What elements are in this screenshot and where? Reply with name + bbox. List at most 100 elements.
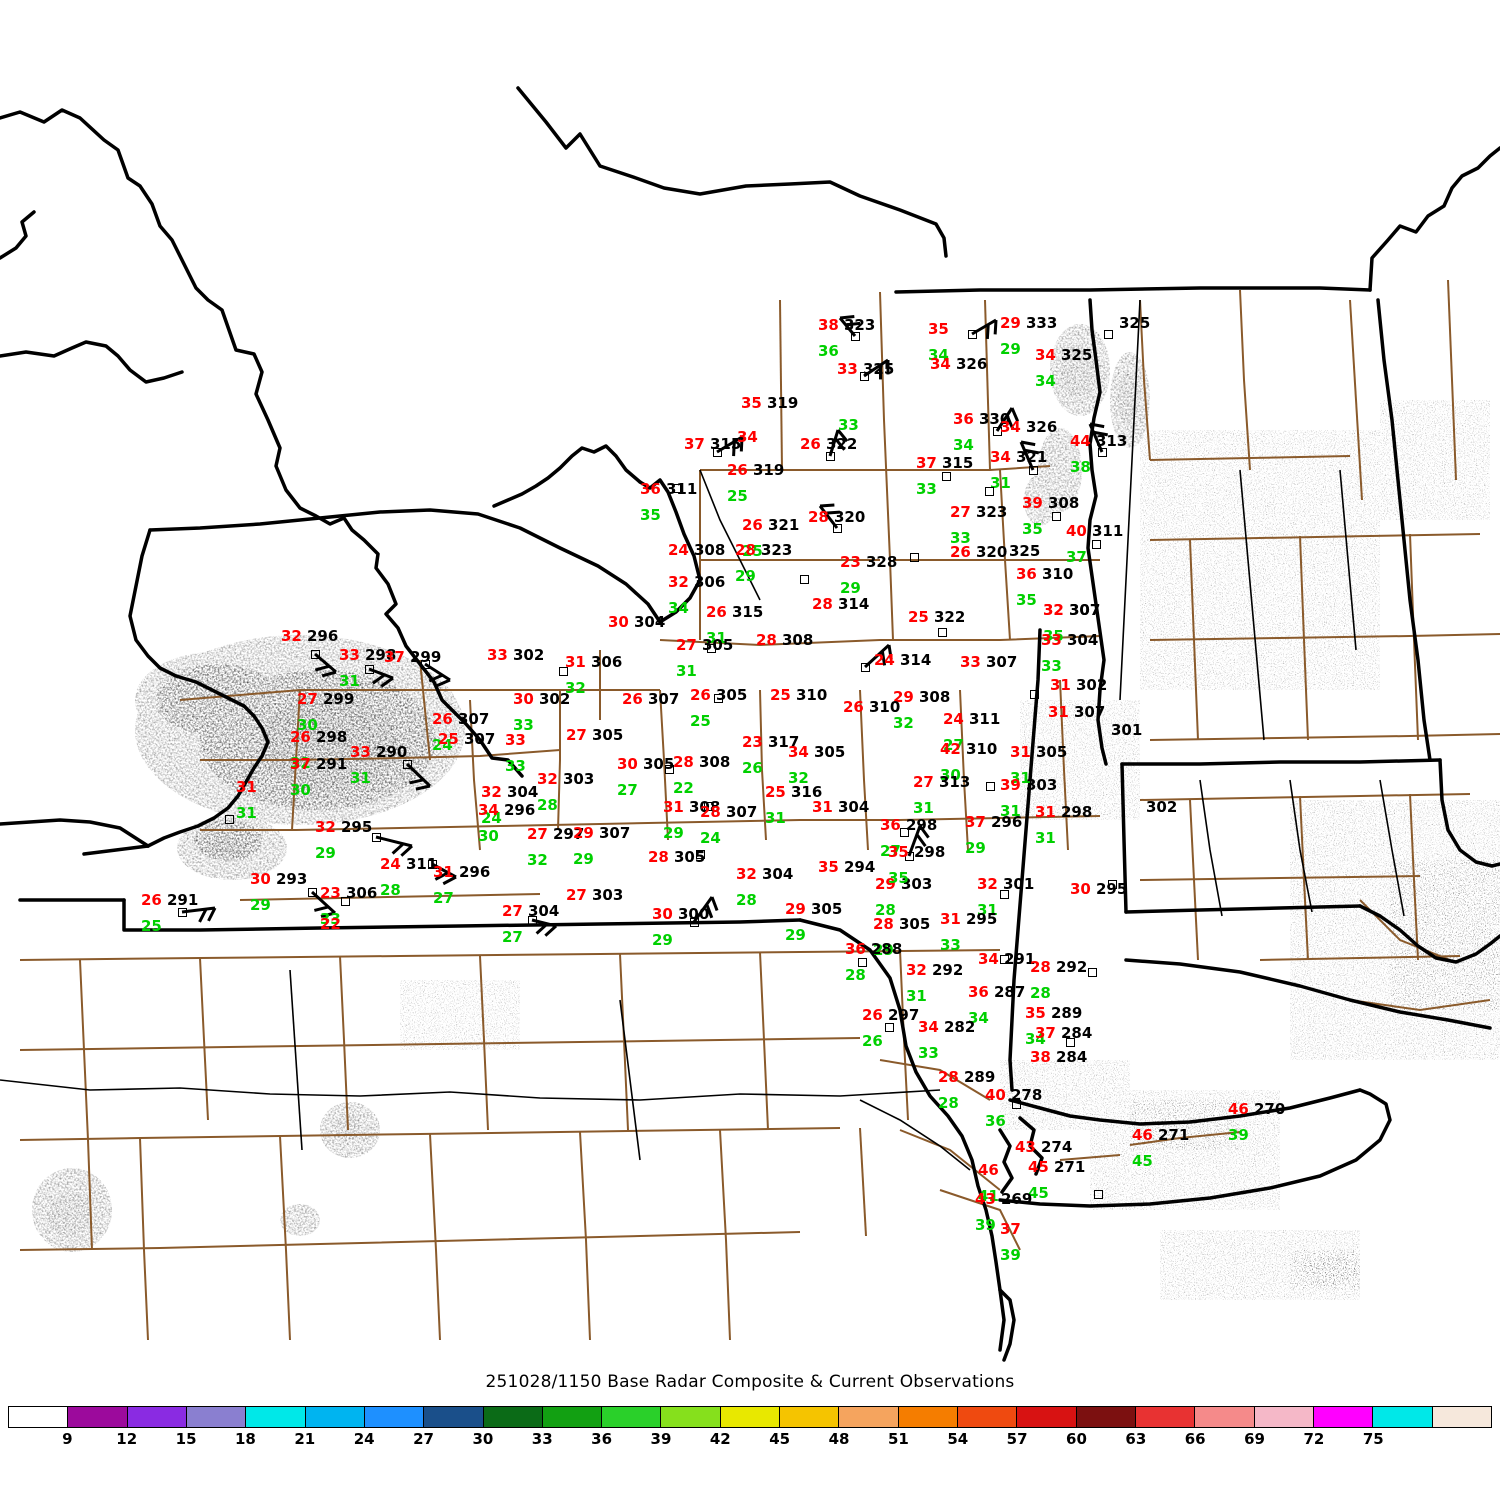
station-symbol[interactable] <box>885 1023 894 1032</box>
station-pressure: 305 <box>811 900 843 918</box>
station-temperature: 29 <box>1000 314 1021 332</box>
station-symbol[interactable] <box>308 888 317 897</box>
station-dewpoint: 33 <box>505 757 526 775</box>
station-dewpoint: 28 <box>380 881 401 899</box>
station-dewpoint: 24 <box>432 736 453 754</box>
station-symbol[interactable] <box>986 782 995 791</box>
station-dewpoint: 29 <box>250 896 271 914</box>
station-symbol[interactable] <box>1012 1100 1021 1109</box>
colorbar-swatch <box>1075 1407 1135 1427</box>
station-symbol[interactable] <box>403 760 412 769</box>
station-pressure: 291 <box>167 891 199 909</box>
station-temperature: 27 <box>502 902 523 920</box>
station-symbol[interactable] <box>833 524 842 533</box>
station-temperature: 32 <box>1043 601 1064 619</box>
station-symbol[interactable] <box>690 918 699 927</box>
station-symbol[interactable] <box>985 487 994 496</box>
station-symbol[interactable] <box>704 802 713 811</box>
station-symbol[interactable] <box>178 908 187 917</box>
station-symbol[interactable] <box>858 958 867 967</box>
station-temperature: 27 <box>950 503 971 521</box>
station-temperature: 31 <box>565 653 586 671</box>
colorbar-tick: 30 <box>472 1430 494 1448</box>
station-pressure: 307 <box>1069 601 1101 619</box>
station-temperature: 26 <box>432 710 453 728</box>
station-symbol[interactable] <box>372 833 381 842</box>
station-symbol[interactable] <box>1000 890 1009 899</box>
station-pressure: 304 <box>1067 631 1099 649</box>
station-dewpoint: 28 <box>938 1094 959 1112</box>
station-temperature: 35 <box>888 843 909 861</box>
station-symbol[interactable] <box>421 660 430 669</box>
station-symbol[interactable] <box>559 667 568 676</box>
map-canvas[interactable]: 38 36 323 33 325 33 35 319 35 34 29 29 333 325 34 34 325… <box>0 0 1500 1365</box>
colorbar-swatch <box>185 1407 246 1427</box>
station-pressure: 323 <box>844 316 876 334</box>
colorbar-swatch <box>9 1407 68 1427</box>
station-dewpoint: 32 <box>290 754 311 772</box>
station-pressure: 306 <box>591 653 623 671</box>
station-symbol[interactable] <box>861 663 870 672</box>
station-symbol[interactable] <box>826 452 835 461</box>
station-temperature: 30 <box>513 690 534 708</box>
station-symbol[interactable] <box>942 472 951 481</box>
station-symbol[interactable] <box>1104 330 1113 339</box>
station-symbol[interactable] <box>993 427 1002 436</box>
station-symbol[interactable] <box>900 828 909 837</box>
station-symbol[interactable] <box>1000 955 1009 964</box>
station-symbol[interactable] <box>851 332 860 341</box>
station-symbol[interactable] <box>1098 448 1107 457</box>
station-symbol[interactable] <box>1052 512 1061 521</box>
station-pressure: 321 <box>768 516 800 534</box>
station-symbol[interactable] <box>1029 466 1038 475</box>
station-temperature: 27 <box>566 886 587 904</box>
station-pressure: 270 <box>1254 1100 1286 1118</box>
colorbar-swatch <box>601 1407 661 1427</box>
station-pressure: 303 <box>592 886 624 904</box>
station-symbol[interactable] <box>365 665 374 674</box>
station-symbol[interactable] <box>905 852 914 861</box>
colorbar-tick: 63 <box>1125 1430 1147 1448</box>
station-symbol[interactable] <box>1030 690 1039 699</box>
station-symbol[interactable] <box>1108 880 1117 889</box>
station-symbol[interactable] <box>528 916 537 925</box>
station-symbol[interactable] <box>311 650 320 659</box>
station-symbol[interactable] <box>225 815 234 824</box>
station-symbol[interactable] <box>1092 540 1101 549</box>
colorbar-tick: 57 <box>1006 1430 1028 1448</box>
station-symbol[interactable] <box>341 897 350 906</box>
station-symbol[interactable] <box>860 372 869 381</box>
station-symbol[interactable] <box>800 575 809 584</box>
station-temperature: 32 <box>668 573 689 591</box>
colorbar-tick: 66 <box>1184 1430 1206 1448</box>
station-symbol[interactable] <box>714 694 723 703</box>
station-temperature: 37 <box>916 454 937 472</box>
station-symbol[interactable] <box>713 448 722 457</box>
station-symbol[interactable] <box>910 553 919 562</box>
station-pressure: 328 <box>866 553 898 571</box>
station-symbol[interactable] <box>428 860 437 869</box>
station-symbol[interactable] <box>938 628 947 637</box>
station-symbol[interactable] <box>968 330 977 339</box>
station-temperature: 26 <box>843 698 864 716</box>
station-pressure: 271 <box>1054 1158 1086 1176</box>
station-temperature: 29 <box>893 688 914 706</box>
station-temperature: 28 <box>938 1068 959 1086</box>
station-dewpoint: 34 <box>928 346 949 364</box>
station-temperature: 24 <box>668 541 689 559</box>
station-temperature: 45 <box>1028 1158 1049 1176</box>
station-temperature: 26 <box>800 435 821 453</box>
station-symbol[interactable] <box>1088 968 1097 977</box>
station-symbol[interactable] <box>672 484 681 493</box>
station-symbol[interactable] <box>1066 1038 1075 1047</box>
station-temperature: 28 <box>735 541 756 559</box>
station-temperature: 29 <box>875 875 896 893</box>
station-dewpoint: 32 <box>527 851 548 869</box>
station-symbol[interactable] <box>696 850 705 859</box>
station-temperature: 39 <box>1022 494 1043 512</box>
colorbar-tick: 42 <box>709 1430 731 1448</box>
station-symbol[interactable] <box>665 765 674 774</box>
station-temperature: 37 <box>1035 1024 1056 1042</box>
station-symbol[interactable] <box>707 644 716 653</box>
station-symbol[interactable] <box>1094 1190 1103 1199</box>
